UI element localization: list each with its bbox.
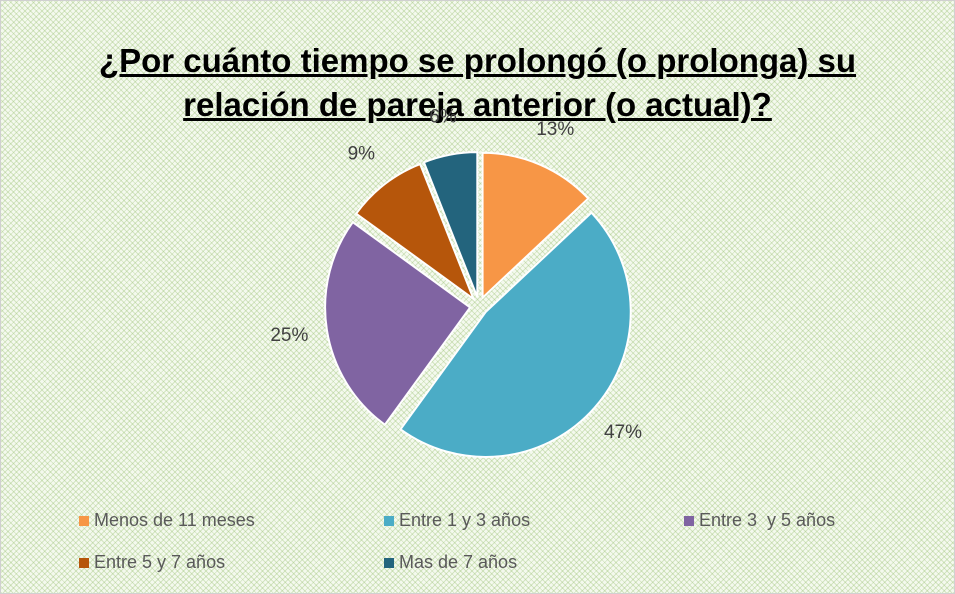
pie-slice xyxy=(354,162,476,302)
legend-swatch xyxy=(384,516,394,526)
legend-label: Menos de 11 meses xyxy=(94,510,255,530)
data-label: 25% xyxy=(270,325,308,346)
legend-swatch xyxy=(684,516,694,526)
legend-swatch xyxy=(79,516,89,526)
pie-slice xyxy=(324,220,472,427)
legend-swatch xyxy=(384,558,394,568)
data-label: 9% xyxy=(348,143,376,164)
legend-label: Entre 3 y 5 años xyxy=(699,510,835,530)
pie-slice xyxy=(481,151,590,301)
chart-title: ¿Por cuánto tiempo se prolongó (o prolon… xyxy=(98,42,857,123)
legend-label: Entre 1 y 3 años xyxy=(399,510,530,530)
data-label: 6% xyxy=(429,106,457,127)
legend-label: Mas de 7 años xyxy=(399,552,517,572)
data-label: 47% xyxy=(604,422,642,443)
pie-slice xyxy=(399,211,632,458)
legend-swatch xyxy=(79,558,89,568)
pie-slice xyxy=(422,151,479,298)
data-label: 13% xyxy=(536,119,574,140)
legend-label: Entre 5 y 7 años xyxy=(94,552,225,572)
